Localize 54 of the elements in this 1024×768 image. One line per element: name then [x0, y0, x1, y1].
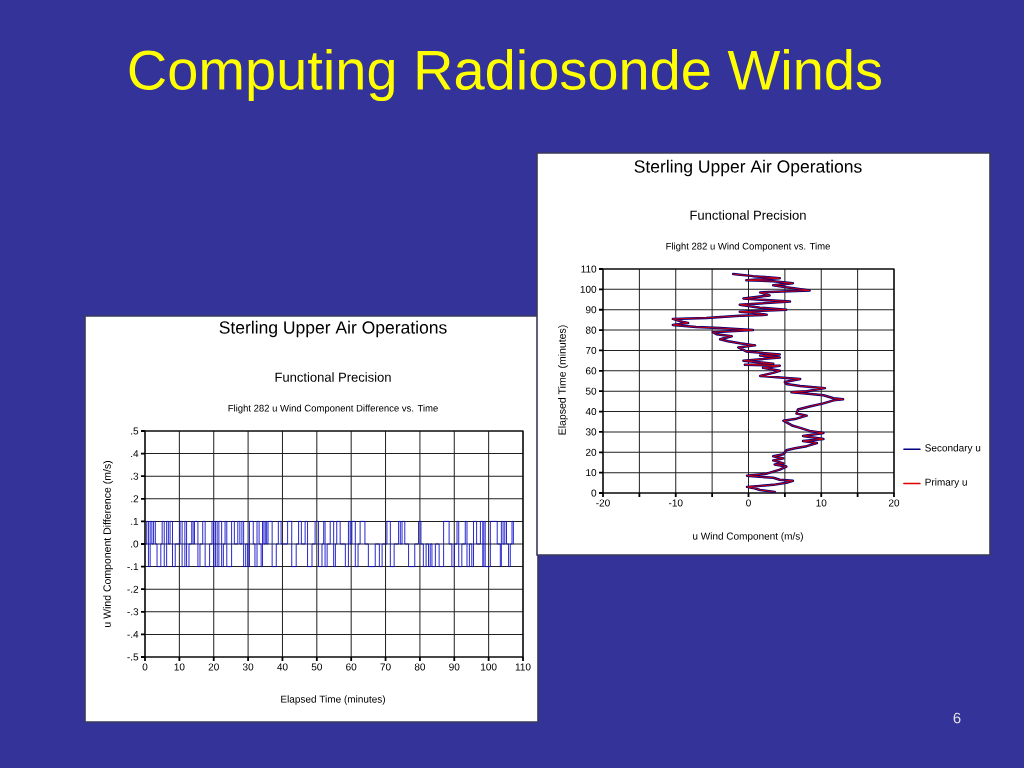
- legend-label: Secondary u: [925, 444, 981, 454]
- y-tick-label: .5: [131, 427, 139, 435]
- y-tick-label: 60: [585, 367, 597, 375]
- y-tick-label: 0: [591, 489, 597, 497]
- y-tick-label: 70: [585, 346, 597, 354]
- x-axis-title: Elapsed Time (minutes): [281, 695, 385, 705]
- chart-title: Sterling Upper Air Operations: [219, 320, 447, 338]
- x-tick-label: 80: [414, 663, 426, 671]
- x-tick-label: 50: [311, 663, 322, 671]
- y-tick-label: 100: [580, 285, 597, 293]
- y-tick-label: 50: [585, 387, 597, 395]
- x-tick-label: 0: [142, 663, 148, 671]
- x-axis-title: u Wind Component (m/s): [693, 532, 803, 542]
- y-tick-label: -.1: [127, 563, 139, 571]
- x-tick-label: 60: [346, 663, 357, 671]
- x-tick-label: 90: [449, 663, 460, 671]
- x-tick-label: 10: [816, 499, 827, 507]
- y-tick-label: .1: [131, 517, 139, 525]
- text: Computing Radiosonde Winds: [129, 48, 881, 102]
- y-tick-label: -.3: [127, 608, 139, 616]
- y-tick-label: -.4: [127, 630, 139, 638]
- x-tick-label: 100: [481, 663, 497, 671]
- x-tick-label: 40: [277, 663, 288, 671]
- x-tick-label: 30: [242, 663, 254, 671]
- x-tick-label: -20: [596, 499, 610, 507]
- y-tick-label: .4: [131, 450, 139, 458]
- y-tick-label: -.2: [127, 585, 139, 593]
- y-tick-label: 40: [585, 408, 597, 416]
- text: 6: [953, 712, 961, 724]
- x-tick-label: 70: [380, 663, 391, 671]
- x-tick-label: 20: [888, 499, 900, 507]
- y-tick-label: 20: [585, 448, 597, 456]
- y-axis-title: Elapsed Time (minutes): [558, 325, 568, 435]
- y-tick-label: .3: [131, 472, 139, 480]
- y-tick-label: -.5: [127, 653, 139, 661]
- x-tick-label: 110: [515, 663, 531, 671]
- y-tick-label: 110: [581, 265, 597, 273]
- chart-subtitle: Functional Precision: [690, 210, 806, 220]
- y-tick-label: 80: [585, 326, 597, 334]
- x-tick-label: 0: [746, 499, 751, 507]
- chart-subtitle: Functional Precision: [275, 372, 391, 382]
- chart-title: Sterling Upper Air Operations: [634, 159, 862, 177]
- text: Flight 282 u Wind Component Difference vs. Time: [228, 404, 438, 414]
- x-tick-label: -10: [668, 499, 683, 507]
- y-tick-label: 90: [585, 306, 597, 314]
- y-tick-label: 10: [586, 469, 597, 477]
- text: Flight 282 u Wind Component vs. Time: [666, 242, 830, 252]
- x-tick-label: 10: [174, 663, 185, 671]
- legend-label: Primary u: [925, 478, 967, 488]
- y-tick-label: 30: [585, 428, 597, 436]
- y-tick-label: .2: [131, 495, 139, 503]
- y-axis-title: u Wind Component Difference (m/s): [103, 461, 113, 627]
- x-tick-label: 20: [208, 663, 219, 671]
- y-tick-label: .0: [131, 540, 139, 548]
